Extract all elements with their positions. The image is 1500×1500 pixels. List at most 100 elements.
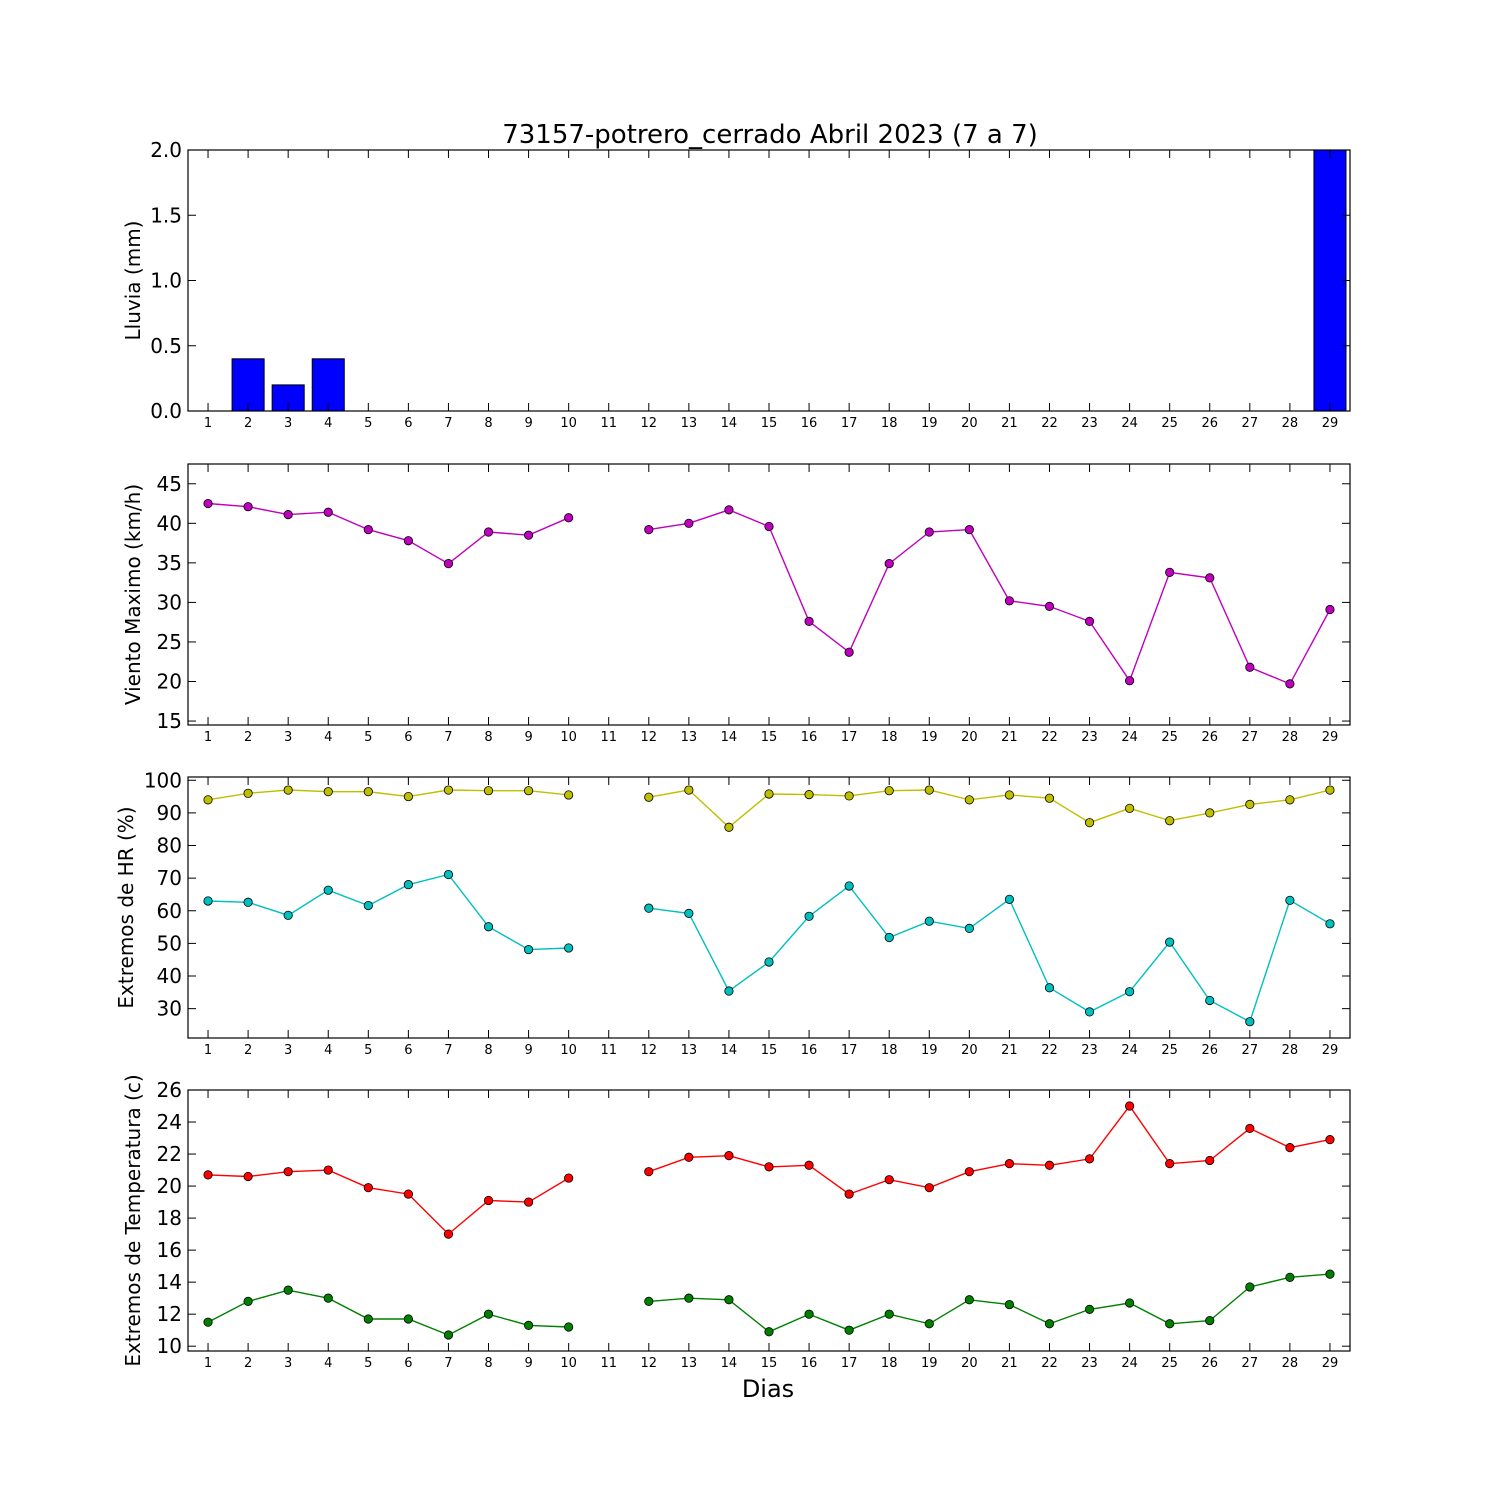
x-tick-label: 3 — [284, 416, 292, 431]
series-line — [207, 502, 569, 565]
x-tick-label: 10 — [560, 1043, 577, 1058]
y-tick-label: 30 — [157, 590, 182, 614]
x-tick-label: 12 — [641, 416, 658, 431]
y-tick-label: 26 — [157, 1078, 182, 1102]
data-point — [964, 525, 974, 535]
data-point — [1245, 799, 1255, 810]
data-point — [804, 1309, 814, 1319]
data-point — [1004, 894, 1015, 904]
x-tick-label: 21 — [1001, 730, 1018, 745]
x-tick-label: 22 — [1041, 1356, 1058, 1371]
x-tick-label: 19 — [921, 416, 938, 431]
x-tick-label: 19 — [921, 1356, 938, 1371]
x-tick-label: 2 — [244, 416, 252, 431]
data-point — [203, 896, 213, 906]
y-axis-label: Viento Maximo (km/h) — [121, 484, 145, 705]
data-point — [243, 788, 253, 798]
y-tick-label: 18 — [157, 1206, 182, 1230]
x-tick-label: 17 — [841, 416, 858, 431]
x-tick-label: 5 — [364, 416, 372, 431]
x-tick-label: 15 — [761, 730, 778, 745]
data-point — [1125, 676, 1135, 686]
y-tick-label: 45 — [157, 472, 182, 496]
data-point — [884, 786, 894, 796]
data-point — [363, 525, 373, 535]
x-tick-label: 26 — [1201, 1043, 1218, 1058]
data-point — [724, 1295, 734, 1305]
x-tick-label: 18 — [881, 730, 898, 745]
y-tick-label: 20 — [157, 670, 182, 694]
x-tick-label: 29 — [1322, 1043, 1339, 1058]
x-tick-label: 24 — [1121, 416, 1138, 431]
data-point — [1004, 1299, 1015, 1310]
y-tick-label: 1.0 — [150, 269, 182, 293]
x-tick-label: 7 — [444, 730, 452, 745]
data-point — [764, 1327, 774, 1337]
x-tick-label: 5 — [364, 730, 372, 745]
data-point — [1084, 818, 1095, 828]
x-tick-label: 23 — [1081, 730, 1098, 745]
series-line — [648, 509, 1331, 685]
data-point — [1084, 1007, 1095, 1017]
x-tick-label: 20 — [961, 416, 978, 431]
x-tick-label: 23 — [1081, 416, 1098, 431]
x-tick-label: 8 — [484, 1356, 492, 1371]
data-point — [1044, 1160, 1055, 1170]
x-tick-label: 1 — [204, 416, 212, 431]
x-tick-label: 2 — [244, 1356, 252, 1371]
data-point — [363, 900, 373, 911]
axes-frame — [187, 463, 1351, 726]
data-point — [844, 1325, 854, 1335]
data-point — [1084, 1304, 1095, 1314]
x-tick-label: 10 — [560, 730, 577, 745]
x-tick-label: 5 — [364, 1043, 372, 1058]
data-point — [323, 507, 333, 517]
x-tick-label: 17 — [841, 730, 858, 745]
data-point — [483, 922, 494, 932]
data-point — [1125, 1298, 1135, 1308]
data-point — [283, 1285, 293, 1295]
data-point — [1245, 1123, 1255, 1134]
data-point — [443, 559, 454, 569]
data-point — [1245, 1282, 1255, 1292]
data-point — [884, 1175, 894, 1185]
data-point — [1245, 662, 1255, 672]
data-point — [724, 1151, 734, 1161]
data-point — [483, 1309, 494, 1319]
series-line — [207, 789, 569, 801]
x-tick-label: 4 — [324, 730, 332, 745]
x-tick-label: 22 — [1041, 416, 1058, 431]
x-tick-label: 21 — [1001, 416, 1018, 431]
x-tick-label: 6 — [404, 1356, 412, 1371]
x-tick-label: 21 — [1001, 1356, 1018, 1371]
x-tick-label: 7 — [444, 1356, 452, 1371]
data-point — [564, 790, 574, 800]
y-tick-label: 16 — [157, 1238, 182, 1262]
data-point — [403, 1189, 413, 1199]
y-tick-label: 10 — [157, 1334, 182, 1358]
data-point — [684, 518, 694, 528]
data-point — [363, 1314, 373, 1324]
x-tick-label: 12 — [641, 1043, 658, 1058]
data-point — [1084, 1154, 1095, 1164]
data-point — [203, 795, 213, 805]
x-tick-label: 27 — [1242, 1356, 1259, 1371]
data-point — [1125, 987, 1135, 997]
data-point — [564, 1322, 574, 1332]
data-point — [1165, 1319, 1175, 1329]
data-point — [523, 786, 534, 796]
x-tick-label: 27 — [1242, 1043, 1259, 1058]
data-point — [1325, 1135, 1335, 1145]
x-tick-label: 12 — [641, 1356, 658, 1371]
x-tick-label: 25 — [1161, 1043, 1178, 1058]
data-point — [283, 510, 293, 520]
data-point — [764, 521, 774, 532]
x-tick-label: 9 — [524, 1043, 532, 1058]
data-point — [1084, 616, 1095, 626]
data-point — [804, 790, 814, 800]
data-point — [443, 869, 454, 880]
y-tick-label: 2.0 — [150, 138, 182, 162]
data-point — [684, 1152, 694, 1162]
